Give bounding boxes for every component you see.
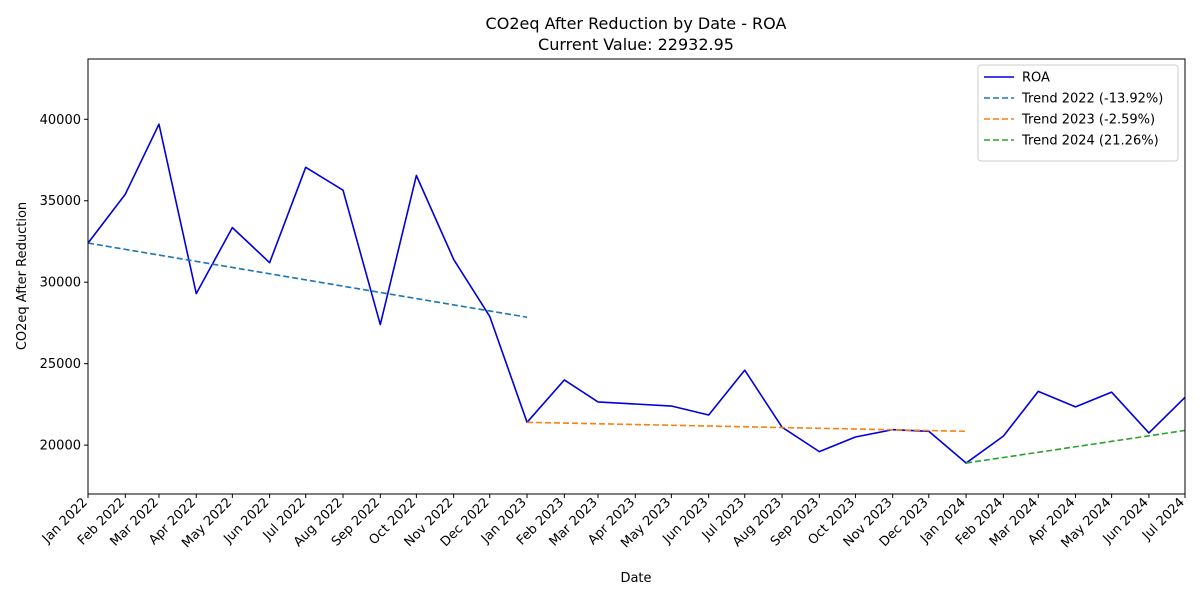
x-axis-label: Date (620, 571, 651, 586)
y-tick-label: 35000 (40, 194, 81, 209)
series-line-1 (88, 242, 528, 319)
legend: ROA Trend 2022 (-13.92%) Trend 2023 (-2.59… (977, 64, 1179, 162)
legend-box (977, 64, 1179, 162)
y-tick-label: 20000 (40, 439, 81, 454)
plot-frame (87, 58, 1186, 495)
series-line-2 (527, 421, 967, 433)
legend-entry: Trend 2023 (-2.59%) (1021, 113, 1155, 128)
y-axis-label: CO2eq After Reduction (15, 202, 30, 350)
y-tick-label: 30000 (40, 276, 81, 291)
legend-entry: Trend 2022 (-13.92%) (1021, 92, 1163, 107)
series-line-3 (965, 429, 1185, 464)
chart-title: CO2eq After Reduction by Date - ROA (486, 14, 787, 33)
chart-subtitle: Current Value: 22932.95 (538, 35, 734, 54)
legend-entry: Trend 2024 (21.26%) (1021, 134, 1159, 149)
y-tick-label: 25000 (40, 357, 81, 372)
y-tick-label: 40000 (40, 113, 81, 128)
legend-entry: ROA (1022, 71, 1050, 86)
series-line-0 (88, 123, 1185, 464)
